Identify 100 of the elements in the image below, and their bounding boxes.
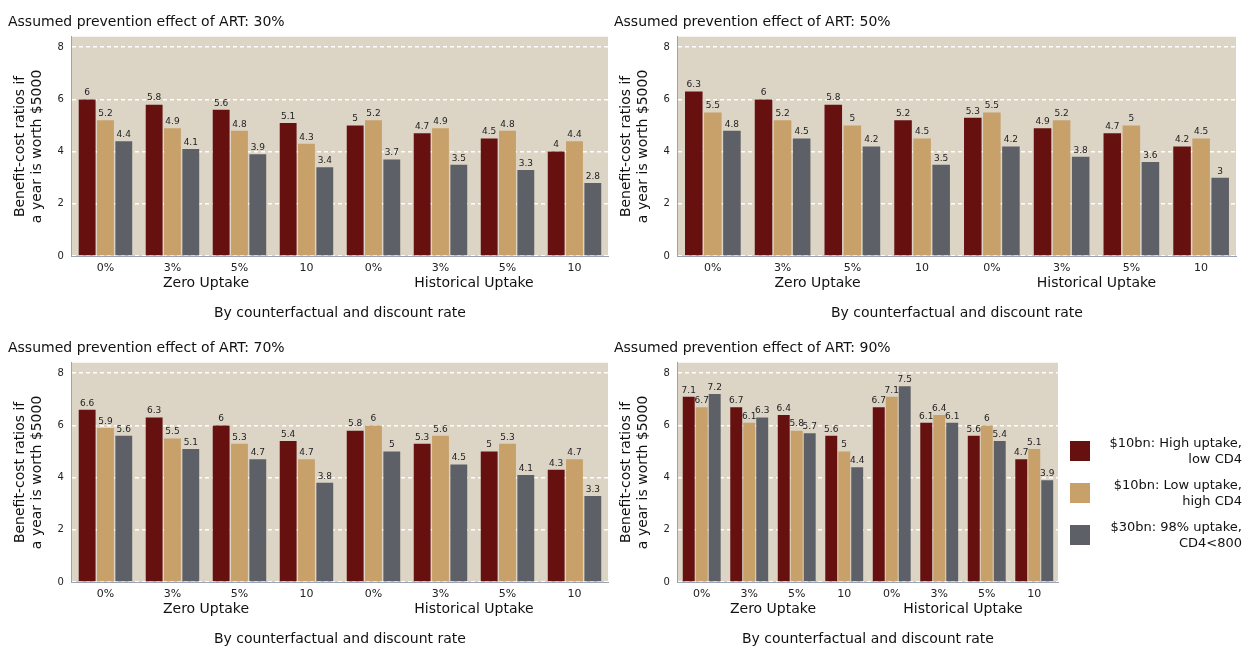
bar xyxy=(450,164,468,256)
bar xyxy=(790,430,803,582)
data-label: 4.7 xyxy=(1014,447,1029,458)
bar xyxy=(825,435,838,582)
y-tick-label: 4 xyxy=(57,145,64,157)
bar xyxy=(212,425,230,582)
bar xyxy=(685,91,703,256)
data-label: 3.5 xyxy=(934,152,949,163)
data-label: 4.2 xyxy=(864,134,879,145)
bar xyxy=(78,99,96,256)
data-label: 4.2 xyxy=(1174,134,1190,145)
data-label: 5.1 xyxy=(281,110,296,121)
data-label: 4.7 xyxy=(250,447,265,458)
data-label: 5 xyxy=(352,113,359,124)
y-tick-label: 8 xyxy=(57,40,64,52)
x-tick-label: 0% xyxy=(692,587,711,601)
chart-title: Assumed prevention effect of ART: 50% xyxy=(614,13,891,30)
bar xyxy=(145,417,163,582)
x-tick-label: 0% xyxy=(364,261,383,275)
data-label: 3 xyxy=(1217,165,1224,176)
data-label: 6.7 xyxy=(871,395,886,406)
bar xyxy=(231,443,248,582)
bar xyxy=(964,117,982,256)
y-tick-label: 6 xyxy=(57,419,64,431)
x-tick-label: 0% xyxy=(96,587,115,601)
data-label: 5.5 xyxy=(984,100,1000,111)
x-tick-label: 5% xyxy=(498,261,517,275)
text: Historical Uptake xyxy=(414,273,534,290)
y-tick-label: 2 xyxy=(663,523,670,535)
x-tick-label: 3% xyxy=(163,587,182,601)
bar xyxy=(967,435,980,582)
bar xyxy=(1015,459,1028,582)
bar xyxy=(499,443,516,582)
bar xyxy=(695,407,708,582)
x-axis-title: By counterfactual and discount rate xyxy=(742,630,994,647)
y-tick-label: 4 xyxy=(57,471,64,483)
data-label: 6.3 xyxy=(686,79,701,90)
x-tick-label: 10 xyxy=(837,587,852,601)
bar xyxy=(946,422,959,582)
data-label: 5.8 xyxy=(826,92,841,103)
data-label: 4.2 xyxy=(1003,134,1019,145)
x-tick-label: 0% xyxy=(96,261,115,275)
bar xyxy=(383,159,401,256)
data-label: 3.8 xyxy=(317,470,333,481)
data-label: 6 xyxy=(983,413,990,424)
x-tick-label: 10 xyxy=(915,261,930,275)
bar xyxy=(164,438,181,582)
bar xyxy=(824,104,843,256)
bar xyxy=(450,464,468,582)
bar xyxy=(547,151,565,256)
bar xyxy=(517,475,535,582)
bar xyxy=(756,417,769,582)
bar xyxy=(1041,480,1054,582)
data-label: 4.4 xyxy=(850,455,865,466)
data-label: 4.1 xyxy=(518,462,533,473)
text: Historical Uptake xyxy=(1036,273,1157,290)
data-label: 6 xyxy=(84,87,91,98)
bar xyxy=(365,120,382,256)
data-label: 5.9 xyxy=(98,415,113,426)
bar xyxy=(566,459,583,582)
bar xyxy=(584,182,602,256)
x-tick-label: 0% xyxy=(983,261,1001,275)
bar xyxy=(182,448,200,582)
bar xyxy=(316,167,334,256)
data-label: 5.3 xyxy=(500,431,515,442)
bar xyxy=(517,169,535,256)
bar xyxy=(480,138,498,256)
data-label: 5.3 xyxy=(232,431,247,442)
data-label: 3.9 xyxy=(1040,468,1055,479)
bar xyxy=(566,141,583,256)
data-label: 5.2 xyxy=(366,108,381,119)
bar xyxy=(730,407,743,582)
bar xyxy=(851,467,864,582)
data-label: 5.1 xyxy=(1027,436,1042,447)
chart-title: Assumed prevention effect of ART: 90% xyxy=(614,339,891,356)
data-label: 6.1 xyxy=(945,410,960,421)
x-tick-label: 10 xyxy=(299,587,314,601)
x-tick-label: 5% xyxy=(788,587,806,601)
bar xyxy=(1192,138,1210,256)
bar xyxy=(682,396,695,582)
data-label: 4 xyxy=(553,139,560,150)
x-tick-label: 10 xyxy=(567,261,582,275)
data-label: 6 xyxy=(370,413,377,424)
bar xyxy=(898,386,911,582)
y-tick-label: 2 xyxy=(663,197,670,209)
data-label: 4.1 xyxy=(183,136,198,147)
bar xyxy=(316,482,334,582)
y-tick-label: 0 xyxy=(57,249,64,261)
data-label: 3.6 xyxy=(1143,149,1158,160)
bar xyxy=(547,469,565,582)
x-axis-title: By counterfactual and discount rate xyxy=(214,630,466,647)
data-label: 7.5 xyxy=(897,374,912,385)
bar xyxy=(754,99,773,256)
data-label: 2.8 xyxy=(585,170,601,181)
data-label: 3.5 xyxy=(451,152,466,163)
y-tick-label: 0 xyxy=(663,249,670,261)
bar xyxy=(249,459,267,582)
x-tick-label: 5% xyxy=(498,587,517,601)
data-label: 3.7 xyxy=(384,147,399,158)
data-label: 5.2 xyxy=(1054,108,1069,119)
